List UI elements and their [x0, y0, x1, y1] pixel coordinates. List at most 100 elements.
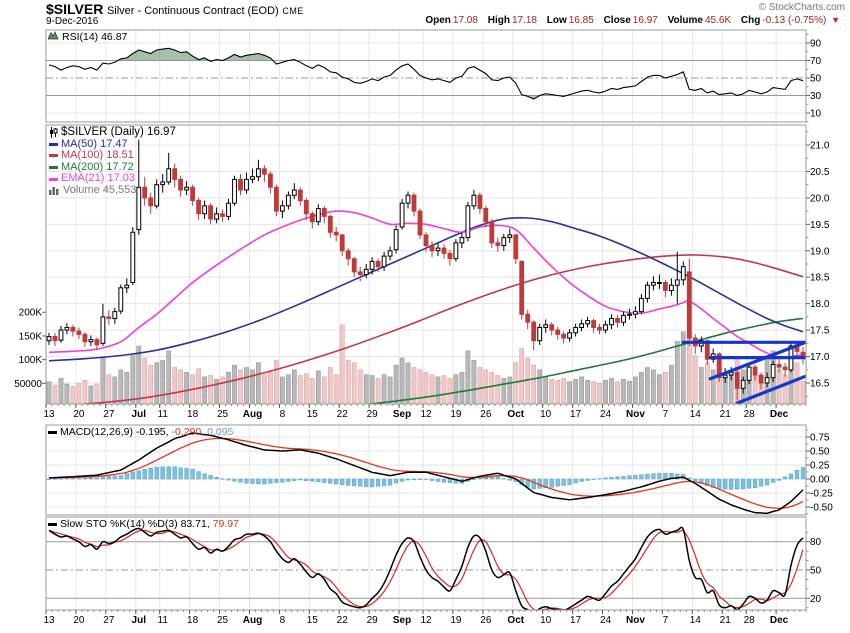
svg-text:21: 21 [720, 615, 732, 626]
svg-text:17: 17 [570, 409, 582, 420]
svg-text:20.5: 20.5 [810, 167, 830, 178]
svg-text:0.75: 0.75 [810, 433, 830, 444]
price-panel [46, 139, 806, 404]
svg-text:15: 15 [307, 615, 319, 626]
svg-text:28: 28 [744, 615, 756, 626]
macd-panel [46, 432, 806, 515]
svg-text:Jul: Jul [132, 615, 147, 626]
chg-label: Chg [740, 15, 761, 26]
svg-text:18: 18 [187, 615, 199, 626]
svg-text:24: 24 [600, 615, 612, 626]
svg-text:20.0: 20.0 [810, 193, 830, 204]
svg-text:13: 13 [43, 615, 55, 626]
svg-text:21.0: 21.0 [810, 141, 830, 152]
ema21-swatch [49, 177, 58, 181]
svg-text:Oct: Oct [507, 615, 524, 626]
svg-text:30: 30 [810, 91, 822, 102]
chart-date: 9-Dec-2016 [46, 16, 99, 27]
svg-text:Sep: Sep [393, 409, 411, 420]
panel-borders [45, 29, 807, 611]
svg-text:25: 25 [217, 409, 229, 420]
svg-text:19: 19 [450, 409, 462, 420]
volume-bars-icon [49, 186, 60, 196]
axis-labels: 90 70 50 30 10 21.0 20.5 20.0 19.5 19.0 18.5 18.0 17… [14, 33, 833, 609]
svg-text:11: 11 [158, 409, 169, 420]
open-label: Open [425, 15, 451, 26]
svg-text:80: 80 [810, 537, 822, 548]
volume-label: Volume [667, 15, 703, 26]
chg-down-arrow-icon: ▼ [831, 15, 840, 25]
svg-text:12: 12 [420, 615, 432, 626]
price-legend: $SILVER (Daily) 16.97 MA(50) 17.47 MA(10… [49, 126, 176, 197]
security-name: Silver - Continuous Contract (EOD) [106, 5, 279, 17]
date-axis: 13 20 27 Jul 11 18 25 Aug 8 15 22 29 Sep 12 19 26 Oct 10 1… [43, 610, 807, 626]
svg-text:Dec: Dec [770, 615, 789, 626]
svg-text:90: 90 [810, 39, 822, 50]
candlesticks-icon [49, 127, 58, 139]
svg-text:22: 22 [337, 409, 349, 420]
ticker-symbol: $SILVER [46, 1, 104, 17]
svg-text:20: 20 [73, 409, 85, 420]
svg-text:16.5: 16.5 [810, 379, 830, 390]
rsi-panel-label: RSI(14) 46.87 [47, 31, 127, 43]
exchange-label: CME [282, 6, 304, 16]
svg-text:27: 27 [103, 615, 115, 626]
svg-text:19: 19 [450, 615, 462, 626]
date-axis: 13 20 27 Jul 11 18 25 Aug 8 15 22 29 Sep 12 19 26 Oct 10 1… [43, 404, 807, 420]
low-label: Low [546, 15, 567, 26]
svg-text:28: 28 [744, 409, 756, 420]
svg-text:26: 26 [480, 409, 492, 420]
svg-text:17.0: 17.0 [810, 352, 830, 363]
trendline [708, 340, 806, 381]
svg-text:50: 50 [810, 74, 822, 85]
svg-text:24: 24 [600, 409, 612, 420]
chart-header: $SILVER Silver - Continuous Contract (EO… [46, 1, 304, 17]
svg-text:29: 29 [367, 409, 379, 420]
svg-text:Oct: Oct [507, 409, 524, 420]
svg-text:10: 10 [540, 615, 552, 626]
svg-text:27: 27 [103, 409, 115, 420]
macd-panel-label: MACD(12,26,9) -0.195, -0.290, 0.095 [48, 426, 233, 438]
svg-text:14: 14 [690, 615, 702, 626]
ma100-swatch [49, 154, 58, 158]
svg-text:Jul: Jul [132, 409, 147, 420]
low-value: 16.85 [568, 15, 594, 26]
trendline [735, 374, 806, 404]
svg-text:0.25: 0.25 [810, 461, 830, 472]
chg-value: -0.13 (-0.75%) [762, 15, 827, 26]
svg-text:18: 18 [187, 409, 199, 420]
svg-text:150K: 150K [19, 331, 43, 342]
rsi-area-icon [47, 31, 59, 40]
svg-text:70: 70 [810, 56, 822, 67]
svg-text:29: 29 [367, 615, 379, 626]
svg-text:21: 21 [720, 409, 732, 420]
legend-title-row: $SILVER (Daily) 16.97 [49, 126, 176, 139]
svg-text:Dec: Dec [770, 409, 789, 420]
close-label: Close [603, 15, 631, 26]
svg-text:10: 10 [540, 409, 552, 420]
volume-value: 45.6K [705, 15, 732, 26]
svg-text:19.0: 19.0 [810, 246, 830, 257]
open-value: 17.08 [452, 15, 478, 26]
svg-text:18.5: 18.5 [810, 273, 830, 284]
ma50-swatch [49, 142, 58, 146]
svg-text:0.50: 0.50 [810, 447, 830, 458]
svg-text:-0.25: -0.25 [810, 489, 833, 500]
svg-text:25: 25 [217, 615, 229, 626]
svg-text:14: 14 [690, 409, 702, 420]
high-value: 17.18 [511, 15, 537, 26]
svg-text:8: 8 [280, 409, 286, 420]
svg-text:Sep: Sep [393, 615, 411, 626]
svg-text:12: 12 [420, 409, 432, 420]
rsi-panel [48, 47, 804, 100]
svg-text:26: 26 [480, 615, 492, 626]
legend-ema21-row: EMA(21) 17.03 [49, 173, 176, 185]
svg-text:19.5: 19.5 [810, 220, 830, 231]
svg-text:17: 17 [570, 615, 582, 626]
sto-panel-label: Slow STO %K(14) %D(3) 83.71, 79.97 [48, 518, 239, 530]
svg-text:50: 50 [810, 565, 822, 576]
svg-text:-0.50: -0.50 [810, 503, 833, 514]
svg-text:22: 22 [337, 615, 349, 626]
